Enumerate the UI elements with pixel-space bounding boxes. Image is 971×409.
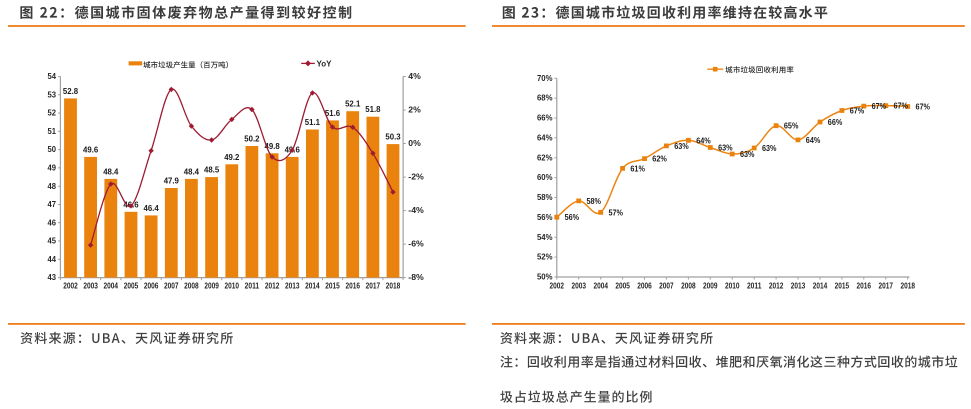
svg-text:61%: 61% xyxy=(630,163,645,173)
svg-text:63%: 63% xyxy=(740,149,755,159)
svg-text:2015: 2015 xyxy=(835,282,850,291)
svg-text:2008: 2008 xyxy=(681,282,696,291)
svg-text:48.4: 48.4 xyxy=(184,166,199,176)
svg-text:49.2: 49.2 xyxy=(224,152,239,162)
svg-text:50.3: 50.3 xyxy=(385,132,400,142)
svg-text:2017: 2017 xyxy=(879,282,894,291)
svg-text:2%: 2% xyxy=(408,106,421,115)
svg-text:53: 53 xyxy=(48,90,57,99)
svg-text:2016: 2016 xyxy=(345,282,360,291)
svg-text:2009: 2009 xyxy=(703,282,718,291)
svg-text:63%: 63% xyxy=(674,141,689,151)
svg-text:49.8: 49.8 xyxy=(265,141,280,151)
svg-text:52: 52 xyxy=(48,109,57,118)
svg-text:54: 54 xyxy=(48,72,57,81)
svg-text:66%: 66% xyxy=(828,117,843,127)
svg-text:2005: 2005 xyxy=(615,282,630,291)
svg-text:48.4: 48.4 xyxy=(103,166,118,176)
svg-text:2013: 2013 xyxy=(791,282,806,291)
svg-text:2005: 2005 xyxy=(124,282,139,291)
svg-text:67%: 67% xyxy=(872,101,887,111)
svg-text:2014: 2014 xyxy=(813,282,828,291)
svg-text:51.8: 51.8 xyxy=(365,104,380,114)
svg-text:47.9: 47.9 xyxy=(164,176,179,186)
svg-text:51.1: 51.1 xyxy=(305,117,320,127)
svg-text:43: 43 xyxy=(48,273,57,282)
svg-text:2010: 2010 xyxy=(225,282,240,291)
svg-text:2008: 2008 xyxy=(184,282,199,291)
svg-text:64%: 64% xyxy=(806,135,821,145)
svg-text:51.6: 51.6 xyxy=(325,108,340,118)
svg-text:68%: 68% xyxy=(537,94,553,103)
svg-text:2016: 2016 xyxy=(857,282,872,291)
svg-text:-4%: -4% xyxy=(408,206,424,215)
svg-text:67%: 67% xyxy=(850,106,865,116)
svg-text:63%: 63% xyxy=(718,143,733,153)
svg-text:2018: 2018 xyxy=(386,282,401,291)
svg-text:62%: 62% xyxy=(652,154,667,164)
svg-text:62%: 62% xyxy=(537,153,553,162)
svg-text:2011: 2011 xyxy=(747,282,762,291)
svg-text:4%: 4% xyxy=(408,72,421,81)
svg-text:64%: 64% xyxy=(537,133,553,142)
svg-text:-6%: -6% xyxy=(408,240,424,249)
svg-text:0%: 0% xyxy=(408,139,421,148)
svg-text:2012: 2012 xyxy=(769,282,784,291)
svg-text:2012: 2012 xyxy=(265,282,280,291)
svg-text:67%: 67% xyxy=(916,102,931,112)
svg-text:2007: 2007 xyxy=(659,282,674,291)
svg-text:2014: 2014 xyxy=(305,282,320,291)
svg-text:2017: 2017 xyxy=(366,282,381,291)
svg-text:44: 44 xyxy=(48,255,57,264)
svg-text:2002: 2002 xyxy=(550,282,565,291)
svg-text:46.4: 46.4 xyxy=(144,203,159,213)
svg-text:48: 48 xyxy=(48,182,57,191)
svg-text:2006: 2006 xyxy=(144,282,159,291)
svg-text:2004: 2004 xyxy=(593,282,608,291)
svg-text:49.6: 49.6 xyxy=(83,144,98,154)
svg-text:-8%: -8% xyxy=(408,273,424,282)
svg-text:2007: 2007 xyxy=(164,282,179,291)
svg-text:50: 50 xyxy=(48,145,57,154)
svg-text:-2%: -2% xyxy=(408,173,424,182)
svg-text:63%: 63% xyxy=(762,143,777,153)
svg-text:52.1: 52.1 xyxy=(345,99,360,109)
svg-text:65%: 65% xyxy=(784,121,799,131)
svg-text:50%: 50% xyxy=(537,273,553,282)
svg-text:2003: 2003 xyxy=(83,282,98,291)
svg-text:57%: 57% xyxy=(609,207,624,217)
svg-text:64%: 64% xyxy=(696,135,711,145)
svg-text:45: 45 xyxy=(48,237,57,246)
svg-text:67%: 67% xyxy=(894,101,909,111)
svg-text:2006: 2006 xyxy=(637,282,652,291)
svg-text:66%: 66% xyxy=(537,114,553,123)
svg-text:2003: 2003 xyxy=(571,282,586,291)
svg-text:60%: 60% xyxy=(537,173,553,182)
svg-text:58%: 58% xyxy=(537,193,553,202)
svg-text:2010: 2010 xyxy=(725,282,740,291)
svg-text:2011: 2011 xyxy=(245,282,260,291)
svg-text:56%: 56% xyxy=(565,212,580,222)
svg-text:2009: 2009 xyxy=(204,282,219,291)
svg-text:50.2: 50.2 xyxy=(244,134,259,144)
svg-text:YoY: YoY xyxy=(317,59,333,68)
svg-text:2015: 2015 xyxy=(325,282,340,291)
svg-text:54%: 54% xyxy=(537,233,553,242)
svg-text:70%: 70% xyxy=(537,74,553,83)
svg-text:58%: 58% xyxy=(587,196,602,206)
svg-text:2018: 2018 xyxy=(900,282,915,291)
svg-text:48.5: 48.5 xyxy=(204,165,219,175)
svg-text:2002: 2002 xyxy=(63,282,78,291)
svg-text:52%: 52% xyxy=(537,253,553,262)
svg-text:56%: 56% xyxy=(537,213,553,222)
svg-text:47: 47 xyxy=(48,200,57,209)
svg-text:52.8: 52.8 xyxy=(63,86,78,96)
svg-text:2004: 2004 xyxy=(104,282,119,291)
svg-text:51: 51 xyxy=(48,127,57,136)
svg-text:46: 46 xyxy=(48,218,57,227)
svg-text:2013: 2013 xyxy=(285,282,300,291)
svg-text:49: 49 xyxy=(48,164,57,173)
